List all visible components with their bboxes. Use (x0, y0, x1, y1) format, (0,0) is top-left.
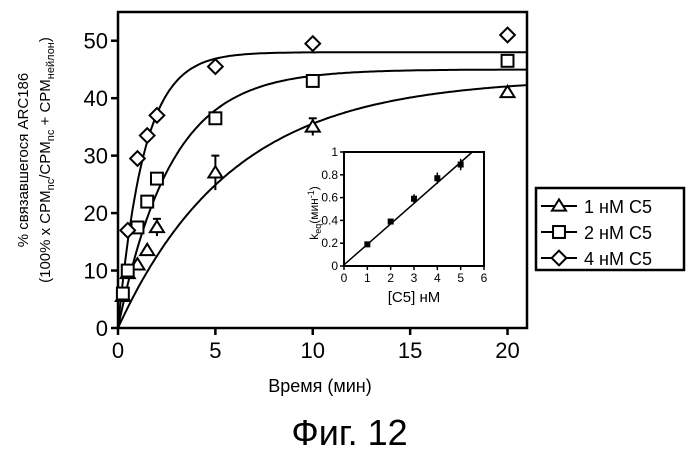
data-point-series-1 (150, 221, 164, 232)
y-axis-label-mid: /CPM (37, 141, 54, 179)
inset-x-tick-label: 3 (411, 271, 418, 285)
data-point-series-3 (305, 36, 320, 51)
data-point-series-2 (122, 265, 134, 277)
data-point-series-2 (141, 196, 153, 208)
figure-caption: Фиг. 12 (0, 412, 699, 454)
data-point-series-2 (209, 112, 221, 124)
data-point-series-1 (140, 244, 154, 255)
y-axis-label-suffix: ) (37, 37, 54, 42)
y-tick-label: 10 (84, 259, 108, 284)
inset-data-point (458, 162, 464, 168)
y-axis-label-sub3: нейлон (45, 42, 57, 79)
inset-x-tick-label: 4 (434, 271, 441, 285)
legend-label: 2 нМ С5 (584, 223, 652, 243)
y-tick-label: 40 (84, 86, 108, 111)
data-point-series-2 (151, 173, 163, 185)
inset-y-axis-label-close: ) (307, 186, 321, 190)
inset-y-tick-label: 0.2 (321, 236, 338, 250)
x-axis-label: Время (мин) (268, 376, 372, 396)
y-axis-label-line1: % связавшегося ARC186 (15, 73, 32, 247)
legend: 1 нМ С5 2 нМ С5 4 нМ С5 (536, 188, 684, 270)
data-point-series-1 (208, 166, 222, 177)
inset-x-tick-label: 6 (481, 271, 488, 285)
legend-marker-square (553, 226, 565, 238)
inset-y-axis-label-unit: (мин (307, 198, 321, 224)
x-tick-label: 10 (301, 338, 325, 363)
inset-frame (344, 152, 484, 266)
data-point-series-2 (307, 75, 319, 87)
inset-x-tick-label: 1 (364, 271, 371, 285)
inset-data-point (434, 175, 440, 181)
data-point-series-3 (140, 128, 155, 143)
legend-label: 4 нМ С5 (584, 249, 652, 269)
data-point-series-3 (208, 59, 223, 74)
inset-data-point (411, 196, 417, 202)
data-point-series-3 (500, 28, 515, 43)
inset-y-axis-label-sub: eq (313, 224, 323, 234)
inset-plot: 0 1 2 3 4 5 6 0 0.2 0.4 0.6 0.8 1 (321, 145, 487, 285)
y-tick-label: 30 (84, 144, 108, 169)
data-point-series-3 (130, 151, 145, 166)
inset-x-tick-label: 5 (457, 271, 464, 285)
inset-x-tick-label: 0 (341, 271, 348, 285)
y-axis-label-sub1: nc (45, 178, 57, 190)
y-axis-label-prefix: (100% x CPM (37, 190, 54, 283)
y-axis-label-plus: + CPM (37, 79, 54, 129)
data-point-series-3 (150, 108, 165, 123)
data-point-series-2 (117, 288, 129, 300)
y-axis-label-line2: (100% x CPMnc/CPMnc + CPMнейлон) (37, 37, 57, 283)
x-tick-label: 5 (209, 338, 221, 363)
data-point-series-2 (502, 55, 514, 67)
x-tick-label: 20 (495, 338, 519, 363)
inset-x-axis-label: [C5] нМ (388, 289, 440, 306)
y-axis-label-sub2: nc (45, 129, 57, 141)
y-tick-label: 50 (84, 29, 108, 54)
y-tick-label: 20 (84, 201, 108, 226)
inset-y-tick-label: 0.8 (321, 168, 338, 182)
x-tick-label: 15 (398, 338, 422, 363)
x-tick-label: 0 (112, 338, 124, 363)
legend-label: 1 нМ С5 (584, 197, 652, 217)
inset-y-tick-label: 0.6 (321, 191, 338, 205)
inset-y-tick-label: 0.4 (321, 213, 338, 227)
inset-x-tick-label: 2 (387, 271, 394, 285)
y-tick-label: 0 (96, 316, 108, 341)
inset-data-point (364, 241, 370, 247)
inset-y-axis-label-sup: -1 (306, 190, 316, 198)
inset-data-point (388, 219, 394, 225)
inset-y-tick-label: 1 (331, 145, 338, 159)
inset-y-tick-label: 0 (331, 259, 338, 273)
